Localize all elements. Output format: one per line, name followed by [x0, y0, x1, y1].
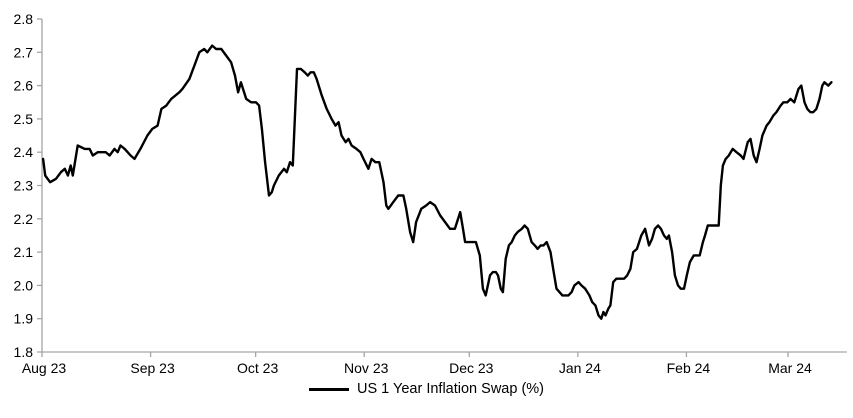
- y-tick-label: 2.3: [14, 178, 34, 194]
- y-tick-label: 1.8: [14, 344, 34, 360]
- x-tick-label: Feb 24: [667, 360, 711, 376]
- legend-label: US 1 Year Inflation Swap (%): [357, 381, 544, 397]
- y-tick-label: 1.9: [14, 311, 34, 327]
- y-tick-label: 2.0: [14, 277, 34, 293]
- y-tick-label: 2.2: [14, 211, 34, 227]
- y-tick-label: 2.8: [14, 11, 34, 27]
- y-tick-label: 2.4: [14, 144, 34, 160]
- y-tick-label: 2.7: [14, 44, 34, 60]
- chart-legend: US 1 Year Inflation Swap (%): [0, 378, 853, 400]
- x-tick-label: Oct 23: [237, 360, 278, 376]
- x-tick-label: Jan 24: [559, 360, 601, 376]
- x-tick-label: Nov 23: [344, 360, 389, 376]
- y-tick-label: 2.6: [14, 78, 34, 94]
- legend-line-swatch: [309, 387, 349, 391]
- axis-lines: [41, 19, 847, 353]
- x-tick-label: Dec 23: [449, 360, 494, 376]
- y-tick-label: 2.5: [14, 111, 34, 127]
- x-tick-label: Sep 23: [130, 360, 175, 376]
- series-line-us-1y-inflation-swap: [41, 44, 833, 320]
- x-tick-label: Aug 23: [22, 360, 67, 376]
- x-tick-label: Mar 24: [768, 360, 812, 376]
- y-tick-label: 2.1: [14, 244, 34, 260]
